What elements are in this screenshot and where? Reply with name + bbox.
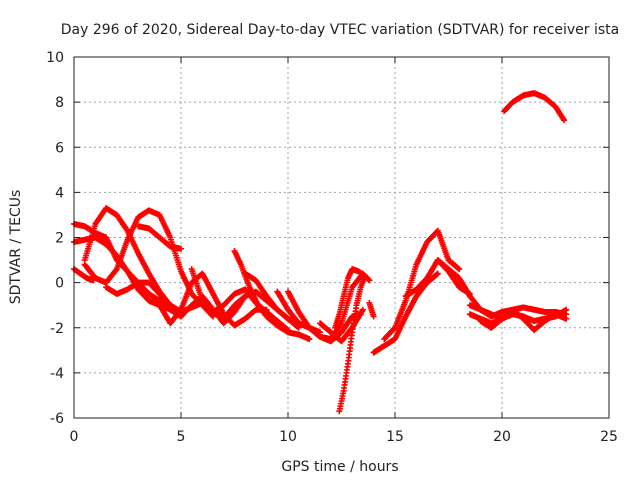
data-point <box>561 117 568 124</box>
data-point <box>177 307 184 314</box>
data-point <box>365 276 372 283</box>
y-tick-label: 4 <box>55 185 64 201</box>
series-track-q <box>332 266 369 331</box>
x-axis-label: GPS time / hours <box>281 459 398 475</box>
series-track-z <box>501 90 568 124</box>
x-tick-label: 15 <box>386 429 404 445</box>
data-point <box>366 277 373 284</box>
data-points <box>71 90 570 415</box>
series-track-c <box>71 266 97 284</box>
data-point <box>178 245 184 252</box>
y-tick-label: -6 <box>50 411 64 427</box>
data-point <box>359 306 366 313</box>
data-point <box>563 306 570 313</box>
data-point <box>455 265 462 272</box>
y-tick-label: 0 <box>55 276 64 292</box>
chart-title: Day 296 of 2020, Sidereal Day-to-day VTE… <box>61 22 619 38</box>
series-track-f <box>135 223 184 252</box>
data-point <box>306 336 313 343</box>
data-point <box>456 266 463 273</box>
x-tick-label: 0 <box>70 429 79 445</box>
y-tick-label: 8 <box>55 95 64 111</box>
data-point <box>433 271 440 278</box>
x-tick-label: 5 <box>177 429 186 445</box>
data-point <box>370 313 377 320</box>
x-tick-label: 20 <box>493 429 511 445</box>
series-track-k <box>231 248 313 343</box>
y-tick-label: 6 <box>55 140 64 156</box>
x-tick-label: 25 <box>600 429 618 445</box>
series-track-r <box>366 299 377 320</box>
x-tick-label: 10 <box>279 429 297 445</box>
data-point <box>563 315 570 322</box>
y-tick-label: 10 <box>46 50 64 66</box>
axis-ticks: 0 5 10 15 20 25 -6 -4 -2 0 2 4 6 8 10 <box>46 50 618 445</box>
series-track-s <box>370 270 441 356</box>
y-axis-label: SDTVAR / TECUs <box>8 190 24 305</box>
data-point <box>112 267 119 274</box>
y-tick-label: 2 <box>55 231 64 247</box>
series-track-t <box>381 227 463 343</box>
series-track-y <box>477 306 570 334</box>
data-point <box>362 272 369 279</box>
grid-lines <box>74 57 609 418</box>
y-tick-label: -4 <box>50 366 64 382</box>
y-tick-label: -2 <box>50 321 64 337</box>
data-point <box>434 270 441 277</box>
